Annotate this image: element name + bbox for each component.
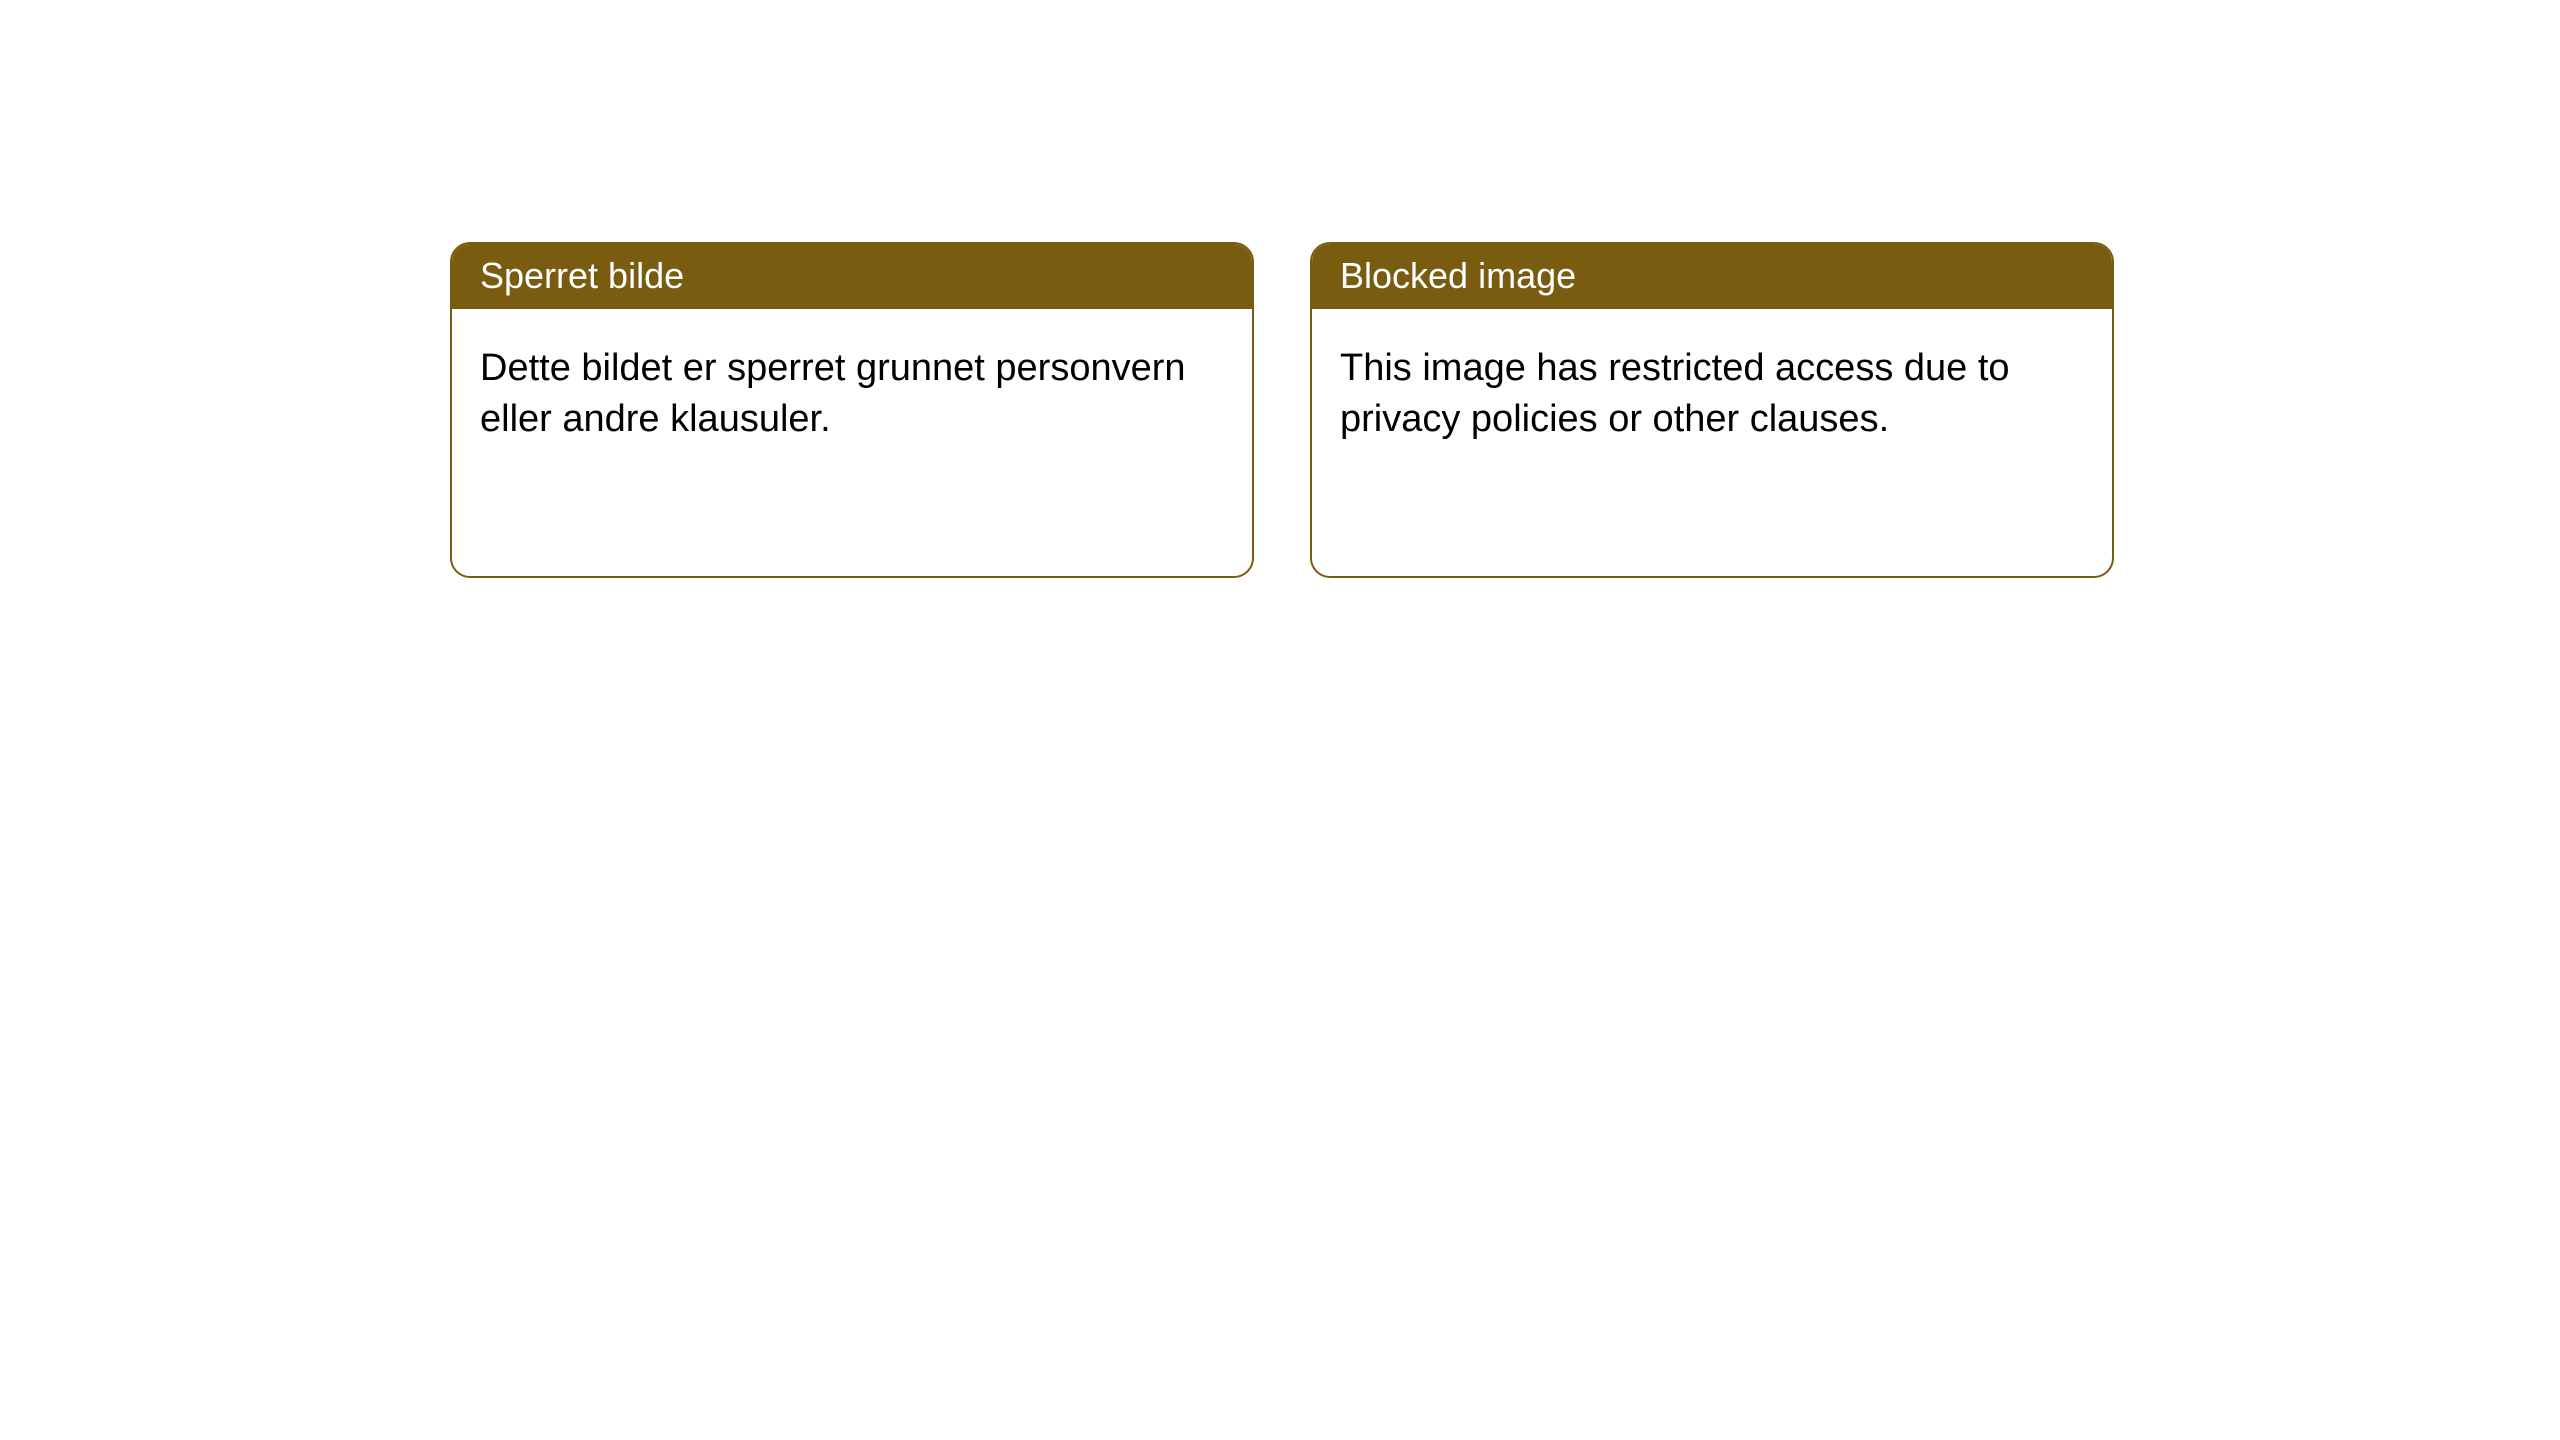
card-header: Blocked image <box>1312 244 2112 309</box>
card-body: Dette bildet er sperret grunnet personve… <box>452 309 1252 480</box>
notice-container: Sperret bilde Dette bildet er sperret gr… <box>0 0 2560 578</box>
card-header: Sperret bilde <box>452 244 1252 309</box>
notice-card-norwegian: Sperret bilde Dette bildet er sperret gr… <box>450 242 1254 578</box>
notice-card-english: Blocked image This image has restricted … <box>1310 242 2114 578</box>
card-body: This image has restricted access due to … <box>1312 309 2112 480</box>
